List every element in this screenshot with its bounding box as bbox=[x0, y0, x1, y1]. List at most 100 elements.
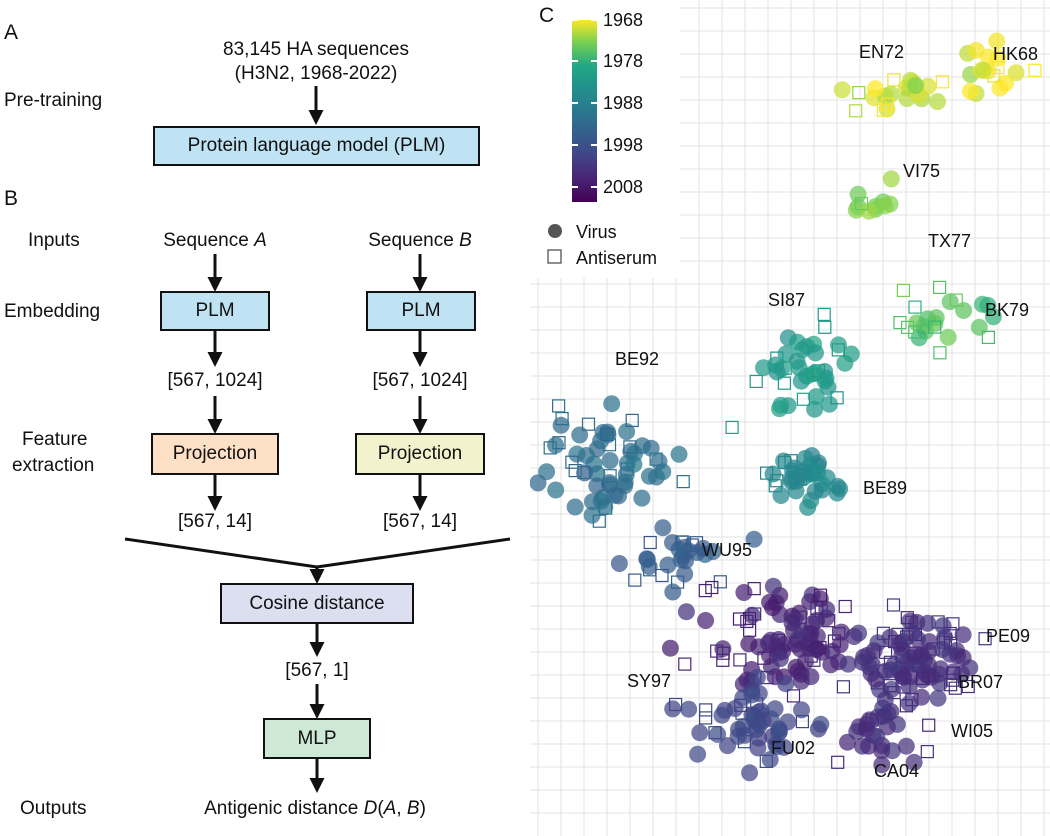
virus-point bbox=[873, 756, 891, 774]
antiserum-point bbox=[817, 307, 831, 321]
legend-virus-marker bbox=[548, 224, 562, 238]
antiserum-point bbox=[628, 573, 642, 587]
stage-feature-line2: extraction bbox=[12, 455, 95, 476]
virus-point bbox=[861, 711, 878, 729]
virus-point bbox=[860, 202, 878, 220]
virus-point bbox=[650, 453, 668, 470]
antiserum-point bbox=[795, 714, 809, 729]
virus-point bbox=[1007, 64, 1025, 82]
virus-point bbox=[764, 577, 782, 595]
antiserum-point bbox=[778, 455, 792, 469]
antiserum-point bbox=[716, 653, 730, 667]
virus-point bbox=[633, 437, 651, 455]
virus-point bbox=[588, 465, 606, 483]
antiserum-point bbox=[768, 479, 782, 493]
cluster-label: TX77 bbox=[928, 231, 971, 251]
antiserum-point bbox=[831, 343, 845, 357]
virus-point bbox=[697, 612, 715, 629]
antiserum-point bbox=[778, 361, 792, 375]
antiserum-point bbox=[880, 97, 895, 111]
antiserum-point bbox=[854, 197, 869, 211]
virus-point bbox=[771, 650, 789, 668]
projection-dim-a: [567, 14] bbox=[178, 511, 252, 532]
antiserum-point bbox=[876, 626, 890, 640]
virus-point bbox=[868, 728, 886, 745]
antiserum-point bbox=[678, 657, 692, 671]
virus-point bbox=[812, 715, 830, 733]
antiserum-point bbox=[836, 680, 850, 694]
plm-box-b: PLM bbox=[366, 291, 476, 331]
virus-point bbox=[934, 617, 952, 635]
antiserum-point bbox=[987, 69, 1001, 83]
virus-point bbox=[907, 77, 925, 94]
virus-point bbox=[664, 583, 682, 601]
antiserum-point bbox=[931, 615, 945, 629]
virus-point bbox=[752, 702, 770, 720]
panel-label-b: B bbox=[4, 187, 19, 210]
antiserum-point bbox=[602, 438, 617, 452]
antiserum-point bbox=[810, 601, 824, 615]
antiserum-point bbox=[771, 633, 785, 647]
antiserum-point bbox=[796, 392, 810, 406]
antiserum-point bbox=[748, 607, 762, 621]
antiserum-point bbox=[649, 452, 663, 466]
antiserum-point bbox=[935, 75, 949, 89]
virus-point bbox=[618, 423, 636, 441]
virus-point bbox=[811, 590, 829, 608]
virus-point bbox=[807, 388, 825, 406]
antiserum-point bbox=[699, 703, 713, 717]
virus-point bbox=[970, 318, 988, 336]
virus-point bbox=[794, 462, 812, 480]
antiserum-point bbox=[760, 466, 774, 480]
antiserum-point bbox=[620, 462, 634, 476]
virus-point bbox=[735, 584, 753, 601]
stage-pretraining: Pre-training bbox=[4, 90, 103, 111]
antiserum-point bbox=[827, 634, 841, 648]
antiserum-point bbox=[926, 642, 940, 656]
antiserum-point bbox=[946, 666, 960, 680]
cluster-label: VI75 bbox=[903, 161, 940, 181]
cluster-label: BR07 bbox=[958, 672, 1003, 692]
antiserum-point bbox=[747, 581, 761, 596]
legend-virus-label: Virus bbox=[576, 222, 617, 242]
antiserum-point bbox=[676, 535, 690, 549]
antiserum-point bbox=[592, 514, 606, 528]
cosine-dim: [567, 1] bbox=[285, 660, 349, 681]
virus-point bbox=[803, 615, 821, 633]
colorbar-tick-label: 1998 bbox=[603, 135, 643, 155]
virus-point bbox=[829, 477, 847, 495]
virus-point bbox=[888, 715, 906, 733]
virus-point bbox=[984, 308, 1002, 326]
virus-point bbox=[866, 80, 884, 98]
virus-point bbox=[601, 474, 619, 492]
antiserum-point bbox=[599, 501, 613, 515]
plm-box-a: PLM bbox=[160, 291, 270, 331]
antiserum-point bbox=[948, 681, 962, 695]
virus-point bbox=[571, 426, 589, 444]
virus-point bbox=[817, 609, 835, 627]
virus-point bbox=[997, 74, 1014, 92]
virus-point bbox=[743, 686, 761, 704]
merge-lines bbox=[124, 537, 511, 569]
virus-point bbox=[654, 519, 672, 537]
virus-point bbox=[547, 436, 565, 454]
cosine-distance-box: Cosine distance bbox=[220, 583, 414, 624]
projection-box-b: Projection bbox=[355, 433, 485, 475]
antigenic-map-panel: 1968 1978 1988 1998 2008 Virus Antiserum… bbox=[530, 0, 1050, 836]
antiserum-point bbox=[803, 635, 817, 649]
antiserum-point bbox=[936, 635, 950, 649]
antiserum-point bbox=[807, 653, 821, 667]
virus-point bbox=[603, 395, 621, 413]
virus-point bbox=[793, 701, 810, 719]
antigenic-map: 1968 1978 1988 1998 2008 Virus Antiserum… bbox=[530, 0, 1050, 836]
virus-point bbox=[792, 665, 810, 683]
panel-label-c: C bbox=[539, 4, 555, 27]
virus-point bbox=[777, 675, 795, 693]
antiserum-point bbox=[814, 604, 828, 618]
antiserum-point bbox=[655, 568, 669, 583]
virus-point bbox=[762, 631, 780, 649]
antiserum-point bbox=[886, 598, 901, 612]
antiserum-point bbox=[733, 653, 747, 667]
virus-point bbox=[954, 649, 972, 667]
antiserum-point bbox=[900, 630, 914, 644]
